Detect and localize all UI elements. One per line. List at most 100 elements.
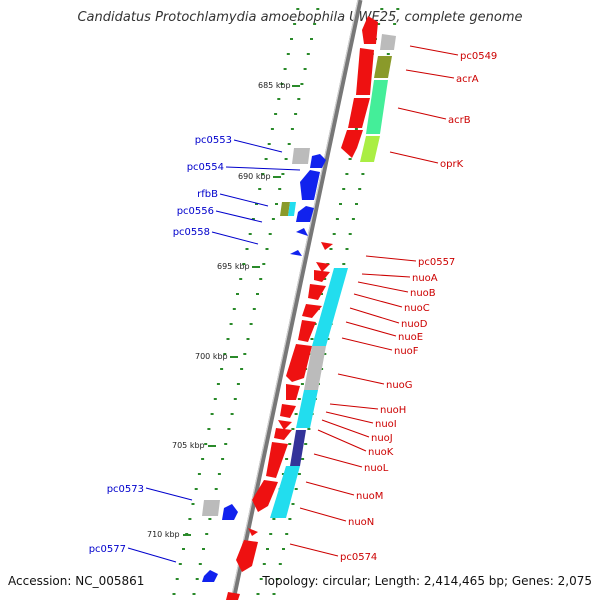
label-pc0557[interactable]: pc0557: [418, 257, 455, 268]
leader-line: [225, 166, 301, 171]
gene-pc0556-olive[interactable]: [280, 202, 290, 216]
gene-pc0553[interactable]: [292, 148, 310, 164]
scale-dot: [233, 398, 237, 400]
band-nuo-cyan3: [270, 466, 300, 518]
scale-dot: [192, 593, 196, 595]
label-nuoD[interactable]: nuoD: [401, 319, 428, 330]
gene-acrB[interactable]: [366, 80, 388, 134]
gene-pc0557[interactable]: [321, 242, 333, 250]
gene-nuoA[interactable]: [316, 262, 330, 272]
gene-nuoL[interactable]: [252, 480, 278, 512]
scale-dot: [265, 248, 269, 250]
nuo-band: [270, 268, 348, 518]
label-nuoN[interactable]: nuoN: [348, 517, 374, 528]
label-pc0573[interactable]: pc0573: [107, 484, 144, 495]
scale-dot: [197, 473, 201, 475]
label-nuoI[interactable]: nuoI: [375, 419, 397, 430]
label-oprK[interactable]: oprK: [440, 159, 464, 170]
gene-nuoJ[interactable]: [274, 428, 292, 440]
label-pc0554[interactable]: pc0554: [187, 162, 224, 173]
scale-dot: [230, 413, 234, 415]
label-nuoK[interactable]: nuoK: [368, 447, 394, 458]
scale-dot: [290, 128, 294, 130]
scale-dot: [220, 368, 224, 370]
label-nuoA[interactable]: nuoA: [412, 273, 438, 284]
label-pc0553[interactable]: pc0553: [195, 135, 232, 146]
label-nuoH[interactable]: nuoH: [380, 405, 406, 416]
scale-dot: [291, 428, 295, 430]
gene-nuoK[interactable]: [266, 442, 288, 478]
leader-line: [345, 321, 397, 337]
label-pc0549[interactable]: pc0549: [460, 51, 497, 62]
gene-oprK[interactable]: [360, 136, 380, 162]
label-pc0574[interactable]: pc0574: [340, 552, 377, 563]
scale-dot: [342, 188, 346, 190]
scale-dot: [296, 8, 300, 10]
scale-dot: [320, 293, 323, 295]
gene-forward[interactable]: [341, 130, 363, 158]
scale-dot: [213, 398, 217, 400]
gene-forward[interactable]: [362, 16, 378, 44]
gene-nuoH[interactable]: [280, 404, 296, 418]
leader-line: [289, 543, 339, 557]
label-nuoJ[interactable]: nuoJ: [371, 433, 393, 444]
leader-line: [211, 231, 259, 245]
gene-nuoC[interactable]: [308, 284, 326, 300]
reverse-genes: [202, 148, 326, 582]
scale-dot: [281, 173, 285, 175]
scale-dot: [246, 338, 250, 340]
scale-dot: [191, 503, 195, 505]
gene-pc0558-a[interactable]: [296, 228, 308, 236]
scale-dot: [294, 488, 298, 490]
gene-pc0556[interactable]: [296, 206, 314, 222]
gene-pc0554[interactable]: [310, 154, 326, 168]
label-acrA[interactable]: acrA: [456, 74, 479, 85]
label-pc0558[interactable]: pc0558: [173, 227, 210, 238]
label-nuoF[interactable]: nuoF: [394, 346, 419, 357]
label-nuoG[interactable]: nuoG: [386, 380, 413, 391]
scale-dot: [282, 548, 285, 550]
label-acrB[interactable]: acrB: [448, 115, 471, 126]
scale-dot: [297, 473, 301, 475]
gene-nuoB[interactable]: [314, 270, 330, 282]
gene-pc0573[interactable]: [222, 504, 238, 520]
scale-labels: 685 kbp 690 kbp 695 kbp 700 kbp 705 kbp …: [147, 81, 291, 539]
label-pc0556[interactable]: pc0556: [177, 206, 214, 217]
gene-acrA[interactable]: [374, 56, 392, 78]
gene-nuoF[interactable]: [286, 344, 312, 382]
label-nuoC[interactable]: nuoC: [404, 303, 430, 314]
label-nuoE[interactable]: nuoE: [398, 332, 423, 343]
scale-dot: [345, 248, 349, 250]
gene-nuoD[interactable]: [302, 304, 322, 318]
label-nuoL[interactable]: nuoL: [364, 463, 389, 474]
scale-dot: [261, 173, 265, 175]
gene-nuoG[interactable]: [286, 384, 300, 400]
label-rfbB[interactable]: rfbB: [197, 189, 218, 200]
gene-pc0574[interactable]: [236, 540, 258, 572]
gene-forward[interactable]: [356, 48, 374, 95]
scale-dot: [275, 578, 279, 580]
gene-pc0558[interactable]: [290, 250, 302, 256]
labels-right: pc0549 acrA acrB oprK pc0557 nuoA nuoB n…: [340, 51, 497, 563]
gene-nuoE[interactable]: [298, 320, 316, 342]
gene-pc0574-small[interactable]: [248, 528, 258, 536]
gene-pc0556-cyan[interactable]: [288, 202, 296, 216]
scale-dot: [210, 413, 214, 415]
gene-pc0577[interactable]: [202, 570, 218, 582]
gene-forward[interactable]: [226, 592, 240, 600]
scale-dot: [208, 518, 212, 520]
label-pc0577[interactable]: pc0577: [89, 544, 126, 555]
gene-pc0573-grey[interactable]: [202, 500, 220, 516]
gene-pc0549-grey[interactable]: [380, 34, 396, 50]
gene-forward[interactable]: [348, 98, 370, 128]
label-nuoB[interactable]: nuoB: [410, 288, 436, 299]
leader-line: [127, 547, 177, 563]
label-nuoM[interactable]: nuoM: [356, 491, 383, 502]
leader-line: [219, 193, 269, 207]
gene-rfbB[interactable]: [300, 170, 320, 200]
scale-dot: [386, 53, 390, 55]
scale-dot: [252, 308, 256, 310]
scale-dot: [351, 218, 355, 220]
gene-nuoI[interactable]: [278, 420, 292, 430]
scale-dot: [202, 548, 205, 550]
